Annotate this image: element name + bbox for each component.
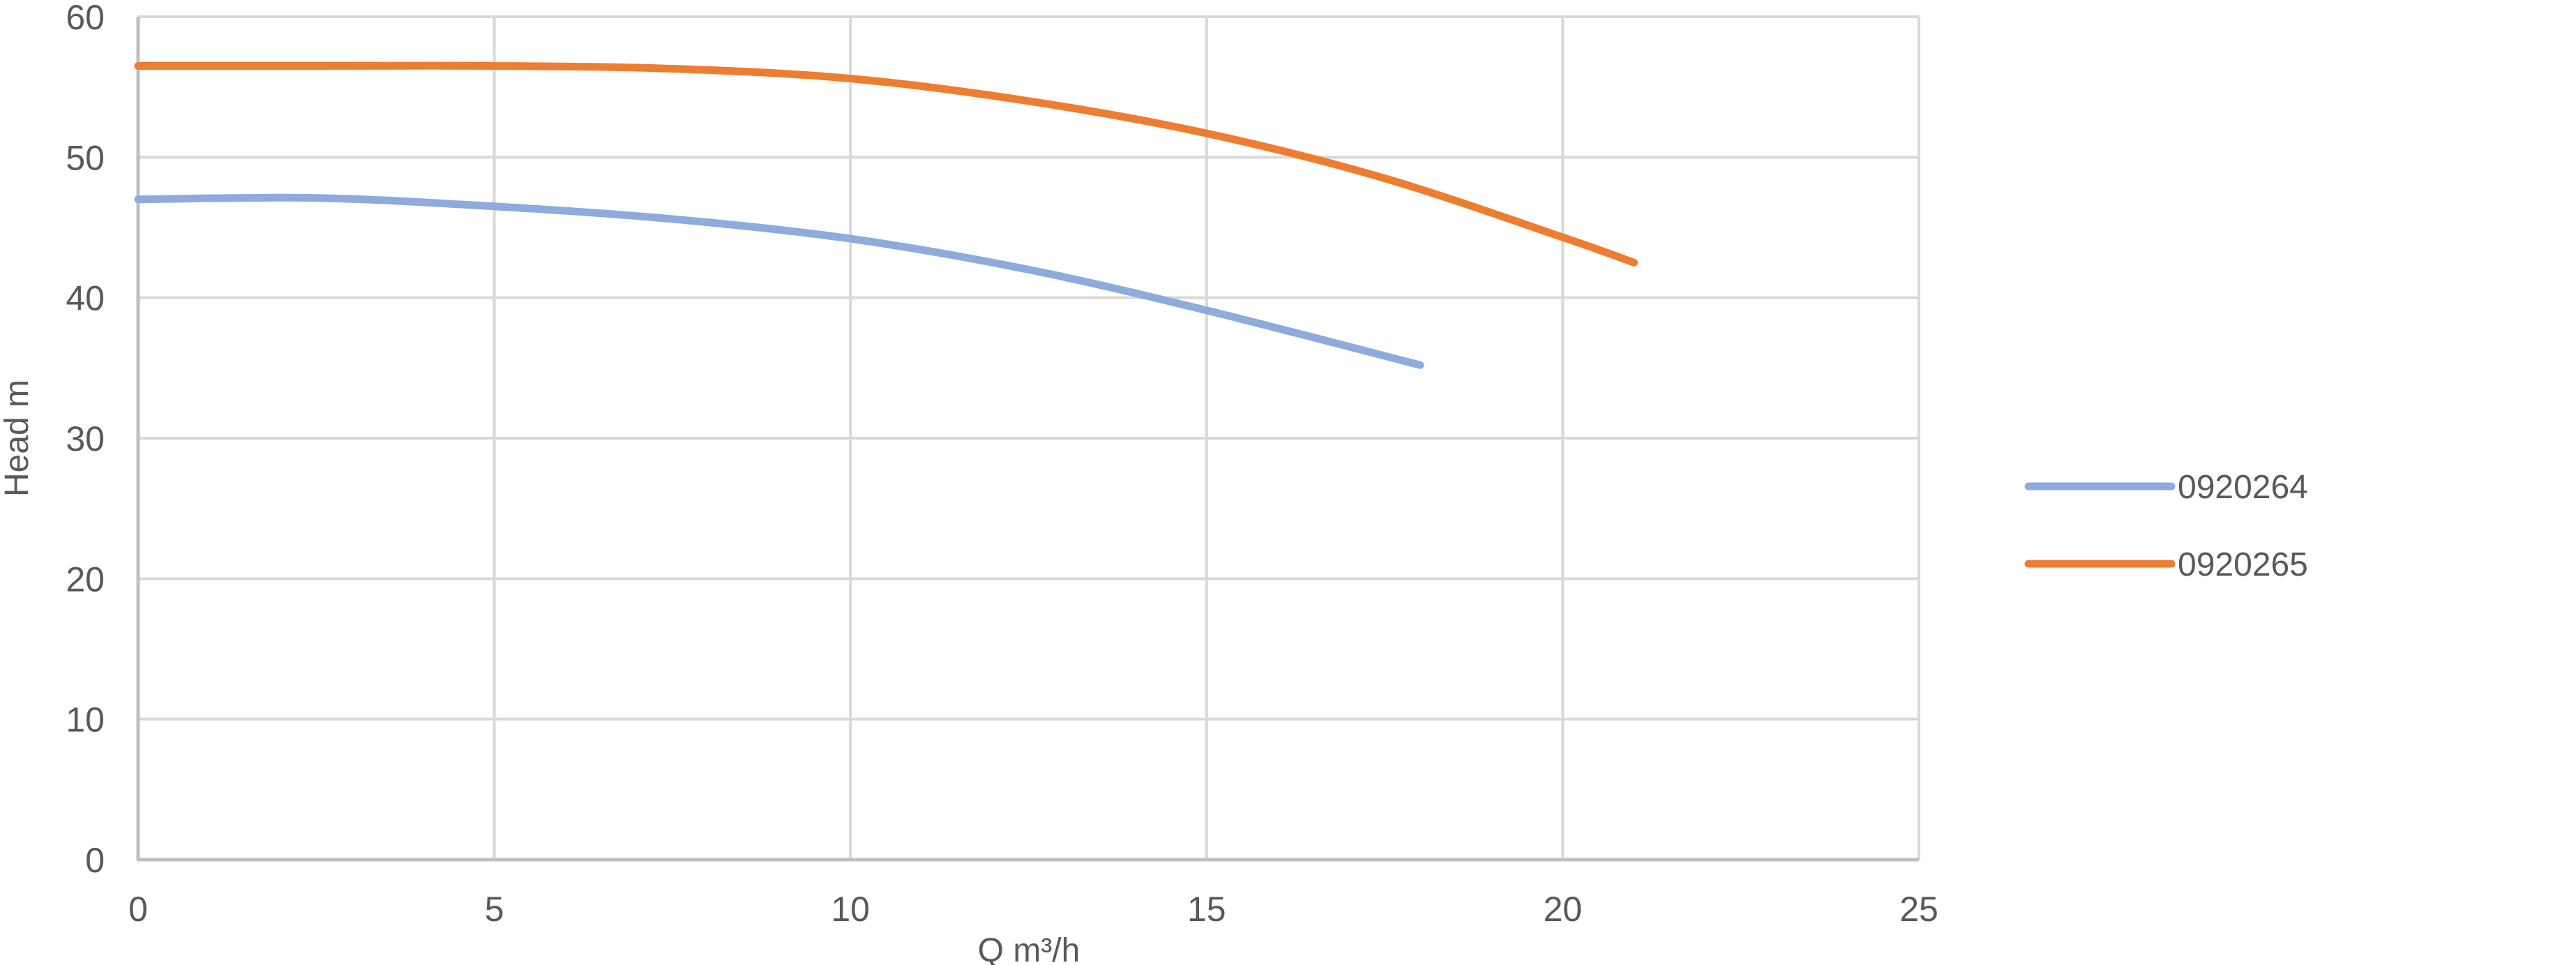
y-tick-label: 50: [66, 138, 105, 177]
x-axis-title: Q m³/h: [978, 932, 1080, 965]
legend-label: 0920265: [2178, 546, 2308, 583]
series-lines: [134, 61, 1639, 369]
y-tick-label: 10: [66, 701, 105, 740]
x-tick-label: 0: [128, 890, 148, 929]
axes: [136, 17, 1919, 862]
gridlines: [138, 15, 1920, 860]
y-tick-label: 0: [85, 841, 105, 880]
series-line-0920265: [134, 61, 1639, 267]
x-tick-label: 25: [1899, 890, 1938, 929]
legend: 0920264 0920265: [2024, 469, 2308, 583]
tick-labels: 0 10 20 30 40 50 60 0 5 10 15 20 25: [66, 0, 1938, 929]
y-tick-label: 40: [66, 279, 105, 318]
y-tick-label: 30: [66, 419, 105, 458]
y-tick-label: 20: [66, 560, 105, 599]
legend-label: 0920264: [2178, 469, 2308, 506]
x-tick-label: 5: [485, 890, 504, 929]
series-line-0920264: [134, 193, 1424, 369]
x-tick-label: 10: [831, 890, 870, 929]
x-tick-label: 20: [1544, 890, 1583, 929]
y-axis-title: Head m: [0, 380, 36, 497]
x-tick-label: 15: [1187, 890, 1226, 929]
y-tick-label: 60: [66, 0, 105, 37]
